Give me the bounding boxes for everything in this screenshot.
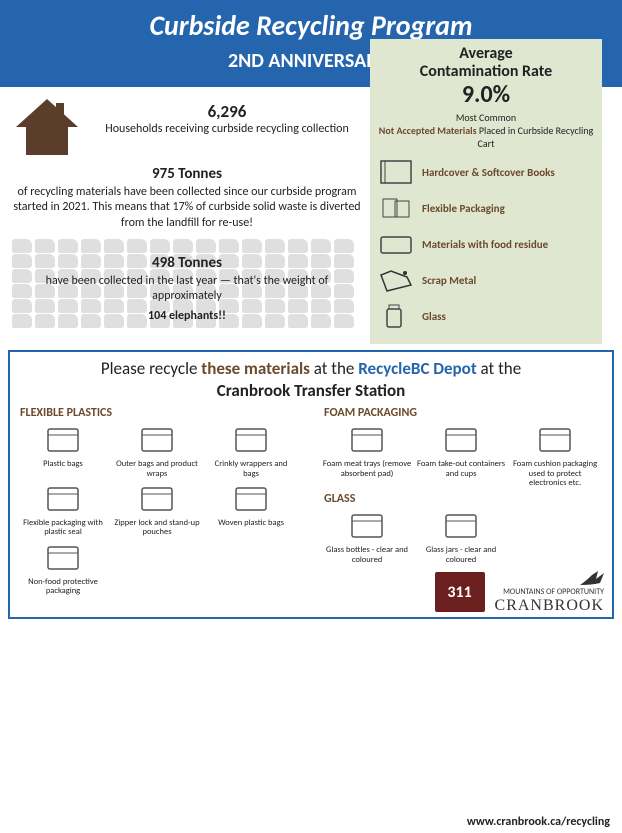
footer-url: www.cranbrook.ca/recycling xyxy=(467,815,610,829)
material-icon xyxy=(343,422,391,458)
glass-item: Glass jars - clear and coloured xyxy=(416,508,506,565)
material-label: Foam take-out containers and cups xyxy=(416,460,506,479)
flexible-plastic-item: Woven plastic bags xyxy=(206,481,296,538)
na-label: Flexible Packaging xyxy=(422,202,505,215)
na-icon xyxy=(376,228,416,260)
contamination-panel: Average Contamination Rate 9.0% Most Com… xyxy=(370,39,602,344)
foam-packaging-head: FOAM PACKAGING xyxy=(324,406,604,420)
foam-item: Foam meat trays (remove absorbent pad) xyxy=(322,422,412,488)
na-icon xyxy=(376,264,416,296)
material-label: Non-food protective packaging xyxy=(18,578,108,597)
material-icon xyxy=(437,422,485,458)
material-label: Plastic bags xyxy=(18,460,108,469)
na-label: Hardcover & Softcover Books xyxy=(422,166,555,179)
not-accepted-item: Hardcover & Softcover Books xyxy=(376,156,596,188)
cranbrook-logo: MOUNTAINS OF OPPORTUNITY CRANBROOK xyxy=(495,569,604,615)
stats-column: 6,296 Households receiving curbside recy… xyxy=(0,87,370,337)
contam-title2: Contamination Rate xyxy=(376,63,596,81)
not-accepted-item: Materials with food residue xyxy=(376,228,596,260)
material-label: Foam cushion packaging used to protect e… xyxy=(510,460,600,488)
material-icon xyxy=(531,422,579,458)
material-icon xyxy=(133,422,181,458)
year-desc-2: 104 elephants!! xyxy=(12,309,362,325)
material-icon xyxy=(39,540,87,576)
flexible-plastic-item: Crinkly wrappers and bags xyxy=(206,422,296,479)
year-desc-1: have been collected in the last year — t… xyxy=(12,274,362,305)
material-label: Zipper lock and stand-up pouches xyxy=(112,519,202,538)
not-accepted-item: Glass xyxy=(376,300,596,332)
na-label: Glass xyxy=(422,310,446,323)
flexible-plastic-item: Flexible packaging with plastic seal xyxy=(18,481,108,538)
311-badge: 311 xyxy=(435,572,485,612)
material-label: Flexible packaging with plastic seal xyxy=(18,519,108,538)
material-icon xyxy=(133,481,181,517)
flexible-plastic-item: Non-food protective packaging xyxy=(18,540,108,597)
material-label: Glass jars - clear and coloured xyxy=(416,546,506,565)
contam-sub2a: Not Accepted Materials xyxy=(379,124,477,137)
material-icon xyxy=(227,422,275,458)
na-label: Scrap Metal xyxy=(422,274,476,287)
material-icon xyxy=(227,481,275,517)
flexible-plastic-item: Plastic bags xyxy=(18,422,108,479)
material-label: Outer bags and product wraps xyxy=(112,460,202,479)
material-icon xyxy=(39,422,87,458)
not-accepted-item: Scrap Metal xyxy=(376,264,596,296)
material-label: Crinkly wrappers and bags xyxy=(206,460,296,479)
foam-item: Foam take-out containers and cups xyxy=(416,422,506,488)
material-label: Glass bottles - clear and coloured xyxy=(322,546,412,565)
flexible-plastics-head: FLEXIBLE PLASTICS xyxy=(20,406,314,420)
material-label: Woven plastic bags xyxy=(206,519,296,528)
glass-head: GLASS xyxy=(324,492,604,506)
not-accepted-item: Flexible Packaging xyxy=(376,192,596,224)
year-tonnes: 498 Tonnes xyxy=(12,254,362,274)
contam-rate: 9.0% xyxy=(376,80,596,109)
material-label: Foam meat trays (remove absorbent pad) xyxy=(322,460,412,479)
glass-item: Glass bottles - clear and coloured xyxy=(322,508,412,565)
total-tonnes: 975 Tonnes xyxy=(12,165,362,185)
depot-title: Please recycle these materials at the Re… xyxy=(18,358,604,402)
contam-sub1: Most Common xyxy=(456,111,516,124)
depot-box: Please recycle these materials at the Re… xyxy=(8,350,614,619)
households-desc: Households receiving curbside recycling … xyxy=(92,122,362,136)
material-icon xyxy=(39,481,87,517)
na-icon xyxy=(376,300,416,332)
na-icon xyxy=(376,156,416,188)
na-icon xyxy=(376,192,416,224)
flexible-plastic-item: Zipper lock and stand-up pouches xyxy=(112,481,202,538)
contam-sub2b: Placed in Curbside Recycling Cart xyxy=(477,124,594,150)
material-icon xyxy=(343,508,391,544)
page-title: Curbside Recycling Program xyxy=(0,8,622,43)
contam-title1: Average xyxy=(376,45,596,63)
total-tonnes-desc: of recycling materials have been collect… xyxy=(12,185,362,232)
na-label: Materials with food residue xyxy=(422,238,548,251)
foam-item: Foam cushion packaging used to protect e… xyxy=(510,422,600,488)
material-icon xyxy=(437,508,485,544)
households-number: 6,296 xyxy=(92,101,362,122)
house-icon xyxy=(12,97,82,157)
flexible-plastic-item: Outer bags and product wraps xyxy=(112,422,202,479)
